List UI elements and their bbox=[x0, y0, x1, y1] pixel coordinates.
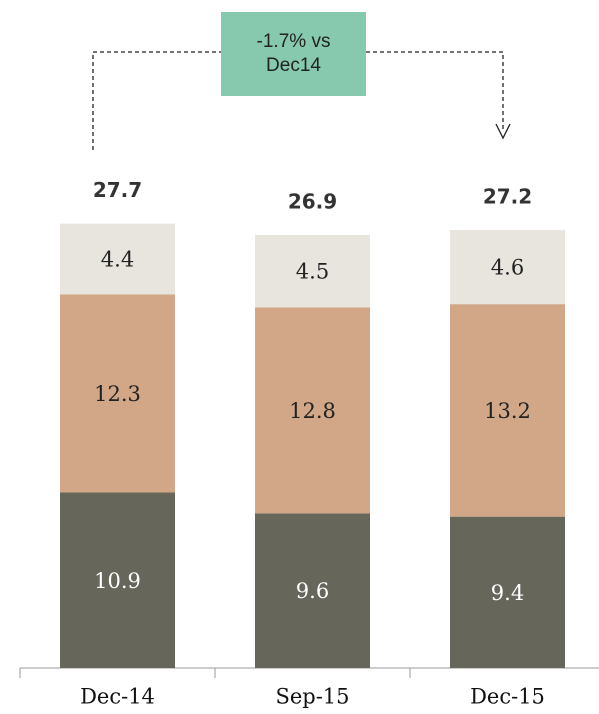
bar-segment bbox=[60, 223, 175, 295]
total-label: 27.7 bbox=[93, 178, 142, 202]
data-label: 4.4 bbox=[101, 248, 134, 272]
total-label: 26.9 bbox=[288, 189, 337, 213]
bar-segment bbox=[60, 294, 175, 493]
annotation-connector bbox=[92, 51, 504, 150]
data-label: 4.5 bbox=[296, 260, 329, 284]
bar-segment bbox=[60, 492, 175, 668]
bar-segment bbox=[255, 307, 370, 514]
data-label: 12.8 bbox=[289, 399, 336, 423]
data-label: 9.6 bbox=[296, 579, 329, 603]
data-label: 13.2 bbox=[484, 399, 531, 423]
x-tick-label: Sep-15 bbox=[275, 685, 349, 709]
total-label: 27.2 bbox=[483, 185, 532, 209]
data-label: 4.6 bbox=[491, 256, 524, 280]
bar-segment bbox=[255, 513, 370, 668]
bar-segment bbox=[255, 234, 370, 308]
bar-segment bbox=[450, 516, 565, 668]
bar-segment bbox=[450, 230, 565, 305]
bar-segment bbox=[450, 304, 565, 517]
annotation: -1.7% vs Dec14 bbox=[221, 12, 366, 96]
data-label: 9.4 bbox=[491, 581, 524, 605]
data-label: 12.3 bbox=[94, 382, 141, 406]
x-tick-label: Dec-14 bbox=[80, 685, 155, 709]
x-tick-label: Dec-15 bbox=[470, 685, 545, 709]
annotation-arrow bbox=[495, 123, 511, 140]
data-label: 10.9 bbox=[94, 569, 141, 593]
